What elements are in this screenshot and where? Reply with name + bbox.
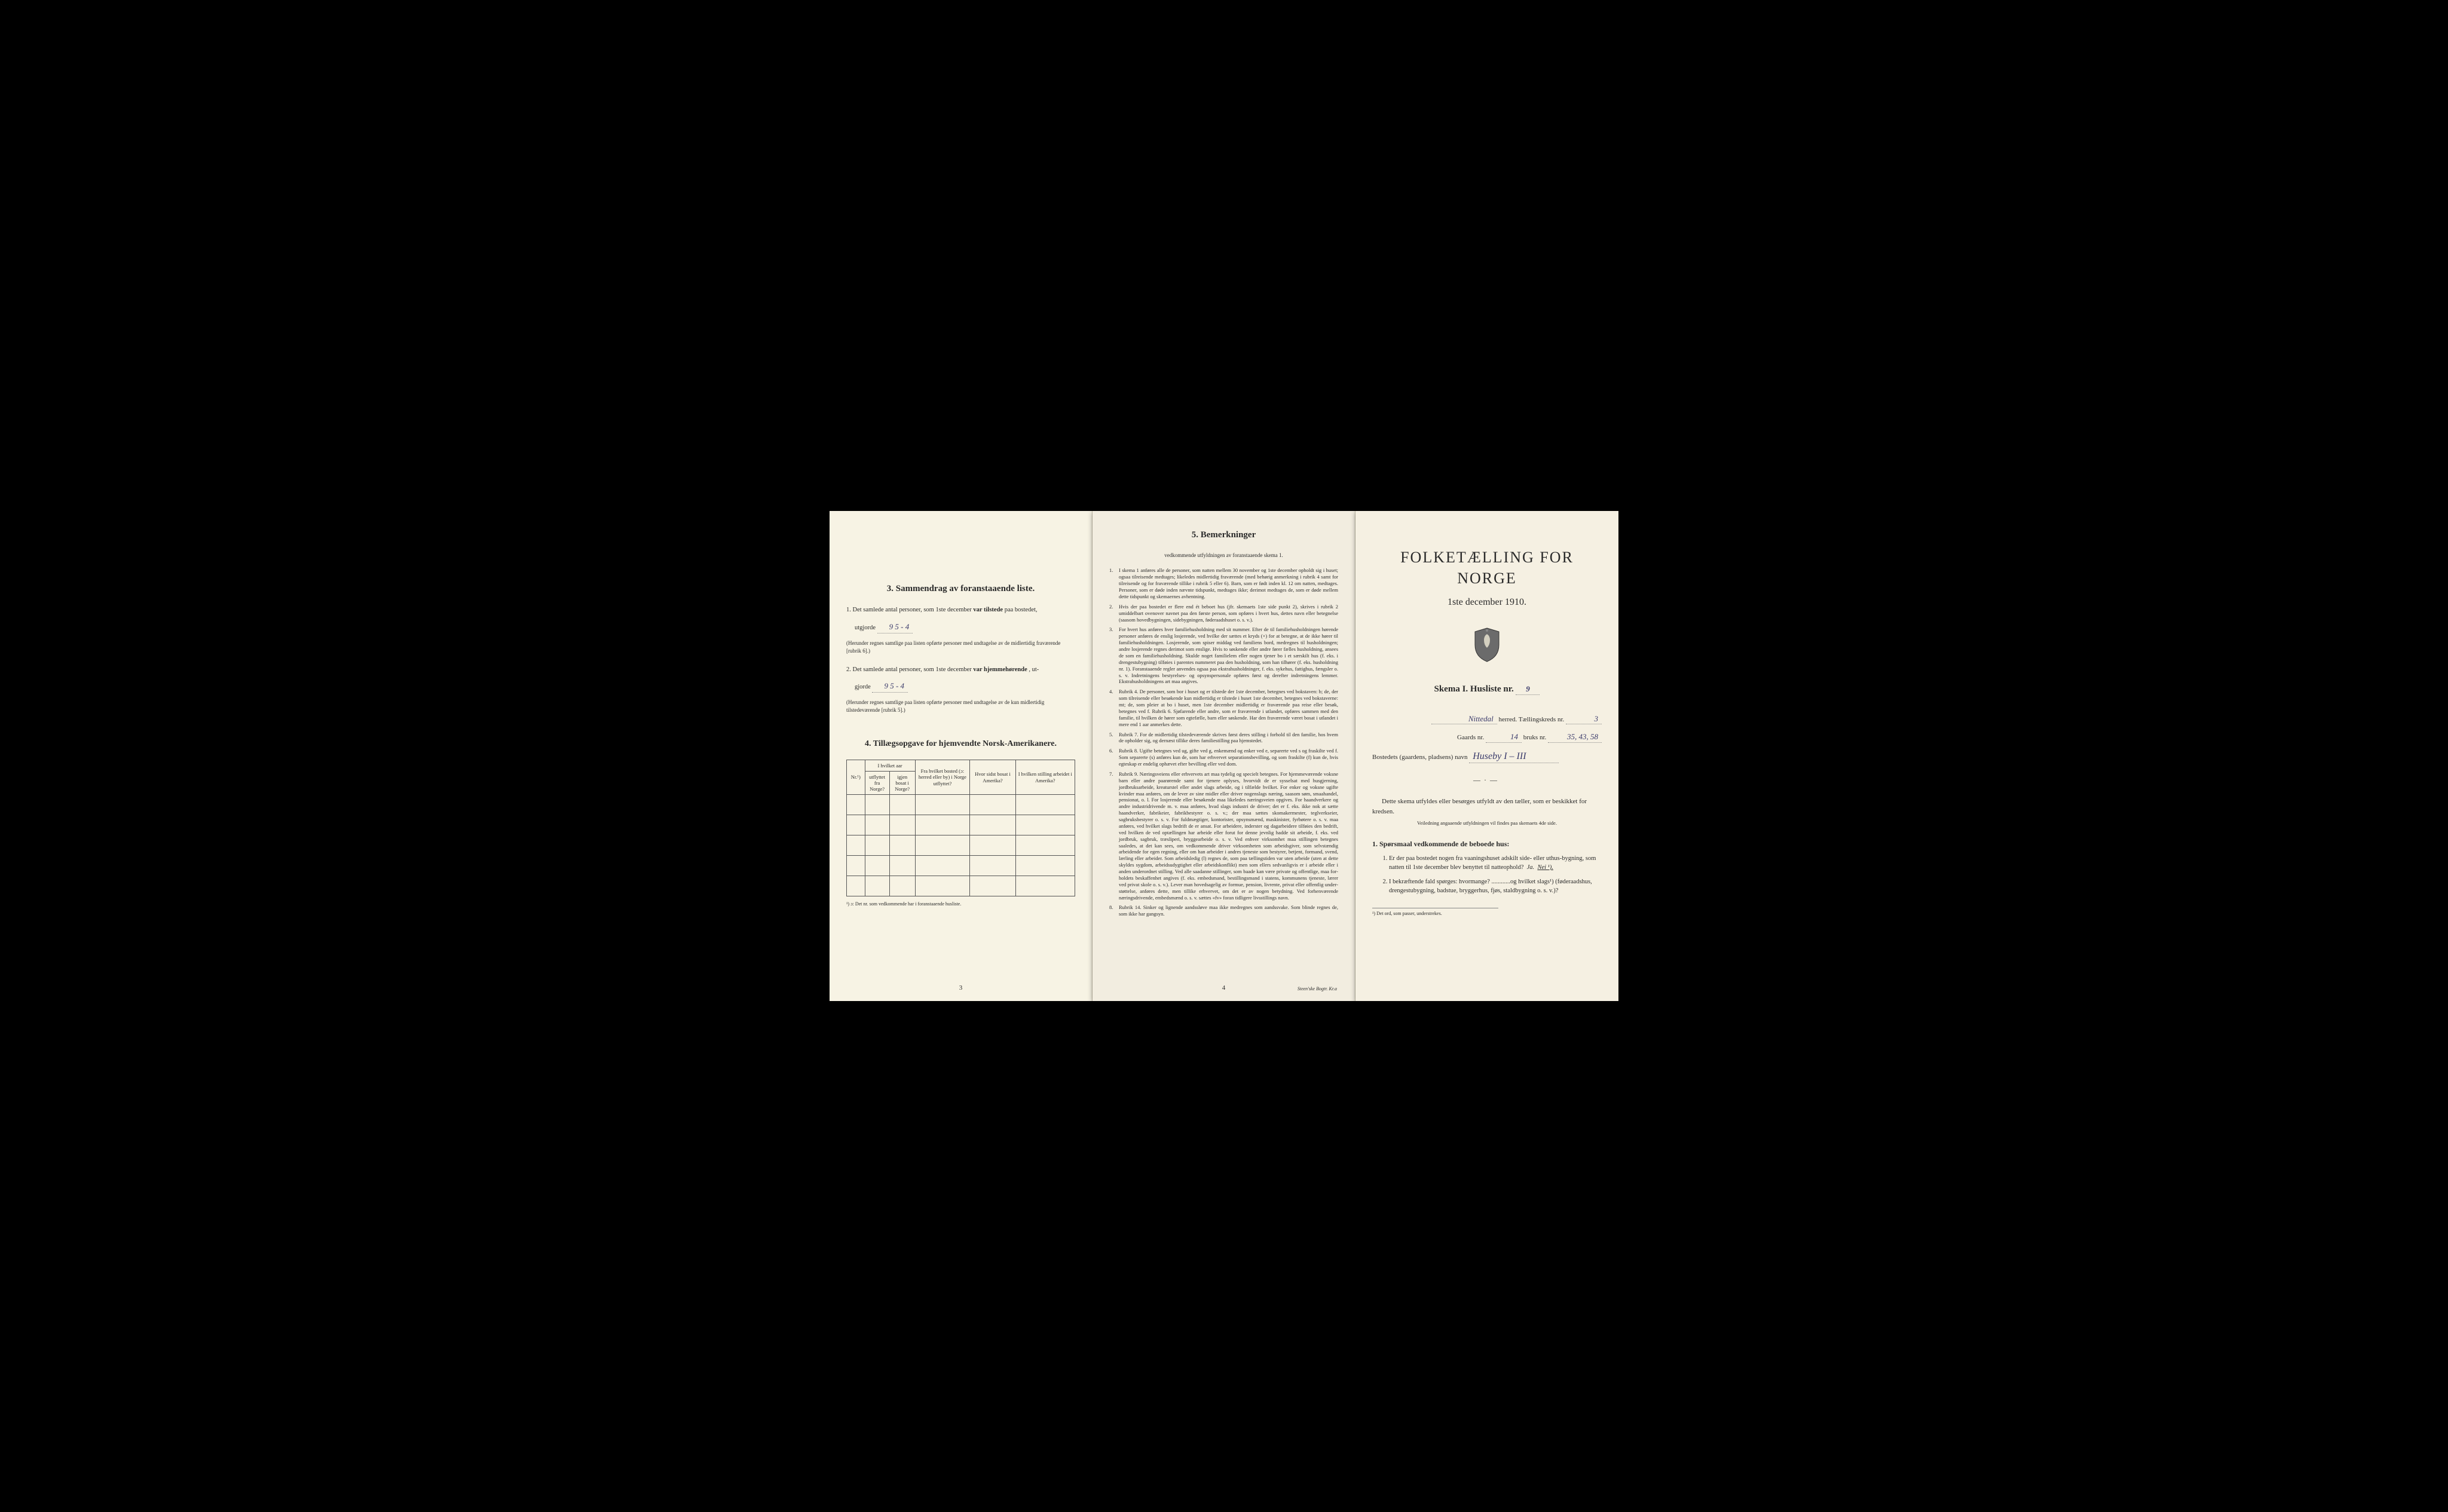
page-title: FOLKETÆLLING FOR NORGE 1ste december 191… (1355, 511, 1618, 1001)
table-row (847, 856, 1075, 876)
coat-of-arms-icon (1372, 627, 1602, 666)
remark-2: Hvis der paa bostedet er flere end ét be… (1109, 604, 1338, 623)
page-number-4: 4 (1222, 984, 1226, 993)
remark-5: Rubrik 7. For de midlertidig tilstedevær… (1109, 731, 1338, 745)
table-row (847, 835, 1075, 856)
th-amerika: Hvor sidst bosat i Amerika? (970, 760, 1015, 795)
remark-1: I skema 1 anføres alle de personer, som … (1109, 567, 1338, 599)
q2-value: gjorde 9 5 - 4 (846, 680, 1075, 693)
question-1: Er der paa bostedet nogen fra vaaningshu… (1389, 855, 1602, 872)
instruction-1: Dette skema utfyldes eller besørges utfy… (1372, 797, 1602, 816)
handwritten-count-2: 9 5 - 4 (872, 680, 908, 693)
question-2: I bekræftende fald spørges: hvormange? .… (1389, 878, 1602, 895)
printer-credit: Steen'ske Bogtr. Kr.a (1298, 986, 1337, 993)
section-3-title: 3. Sammendrag av foranstaaende liste. (846, 583, 1075, 595)
gaards-row: Gaards nr. 14 bruks nr. 35, 43, 58 (1372, 731, 1602, 743)
bruks-nr: 35, 43, 58 (1548, 731, 1602, 743)
th-year: I hvilket aar (865, 760, 915, 771)
census-date: 1ste december 1910. (1372, 596, 1602, 609)
table-row (847, 876, 1075, 896)
question-header: 1. Spørsmaal vedkommende de beboede hus: (1372, 839, 1602, 849)
handwritten-count-1: 9 5 - 4 (877, 621, 913, 633)
th-utflyttet: utflyttet fra Norge? (865, 771, 889, 795)
questions-list: Er der paa bostedet nogen fra vaaningshu… (1372, 855, 1602, 896)
husliste-nr: 9 (1516, 684, 1540, 695)
census-main-title: FOLKETÆLLING FOR NORGE (1372, 547, 1602, 589)
q2-note: (Herunder regnes samtlige paa listen opf… (846, 699, 1075, 715)
table-body (847, 795, 1075, 896)
section-5-subtitle: vedkommende utfyldningen av foranstaaend… (1109, 552, 1338, 559)
table-row (847, 815, 1075, 835)
answer-ja: Ja. (1527, 864, 1535, 871)
q1-line: 1. Det samlede antal personer, som 1ste … (846, 605, 1075, 615)
q1-value: utgjorde 9 5 - 4 (846, 621, 1075, 633)
table-row (847, 795, 1075, 815)
kreds-nr: 3 (1566, 714, 1602, 725)
gaards-nr: 14 (1486, 731, 1522, 743)
th-stilling: I hvilken stilling arbeidet i Amerika? (1015, 760, 1075, 795)
answer-nei: Nei ¹). (1537, 864, 1553, 871)
remark-3: For hvert hus anføres hver familiehushol… (1109, 626, 1338, 685)
section-5-title: 5. Bemerkninger (1109, 529, 1338, 541)
bosted-name: Huseby I – III (1469, 750, 1559, 764)
right-footnote: ¹) Det ord, som passer, understrekes. (1372, 908, 1498, 917)
amerikanere-table: Nr.¹) I hvilket aar Fra hvilket bosted (… (846, 760, 1075, 897)
herred-row: Nittedal herred. Tællingskreds nr. 3 (1372, 714, 1602, 725)
section-4-title: 4. Tillægsopgave for hjemvendte Norsk-Am… (846, 739, 1075, 750)
document-spread: 3. Sammendrag av foranstaaende liste. 1.… (830, 511, 1618, 1001)
q2-line: 2. Det samlede antal personer, som 1ste … (846, 665, 1075, 675)
skema-line: Skema I. Husliste nr. 9 (1372, 683, 1602, 695)
ornament-divider: ―·― (1372, 775, 1602, 785)
page-4: 5. Bemerkninger vedkommende utfyldningen… (1093, 511, 1355, 1001)
th-nr: Nr.¹) (847, 760, 865, 795)
remark-4: Rubrik 4. De personer, som bor i huset o… (1109, 688, 1338, 727)
instruction-2: Veiledning angaaende utfyldningen vil fi… (1372, 820, 1602, 827)
page-number-3: 3 (959, 984, 963, 993)
q1-note: (Herunder regnes samtlige paa listen opf… (846, 639, 1075, 656)
remark-6: Rubrik 8. Ugifte betegnes ved ug, gifte … (1109, 748, 1338, 767)
remark-8: Rubrik 14. Sinker og lignende aandssløve… (1109, 904, 1338, 917)
remark-7: Rubrik 9. Næringsveiens eller erhvervets… (1109, 771, 1338, 901)
page-3: 3. Sammendrag av foranstaaende liste. 1.… (830, 511, 1093, 1001)
table-footnote: ¹) ɔ: Det nr. som vedkommende har i fora… (846, 901, 1075, 908)
th-bosted: Fra hvilket bosted (ɔ: herred eller by) … (915, 760, 970, 795)
bosted-row: Bostedets (gaardens, pladsens) navn Huse… (1372, 750, 1602, 764)
th-bosat: igjen bosat i Norge? (889, 771, 915, 795)
herred-name: Nittedal (1431, 714, 1497, 725)
remarks-list: I skema 1 anføres alle de personer, som … (1109, 567, 1338, 917)
